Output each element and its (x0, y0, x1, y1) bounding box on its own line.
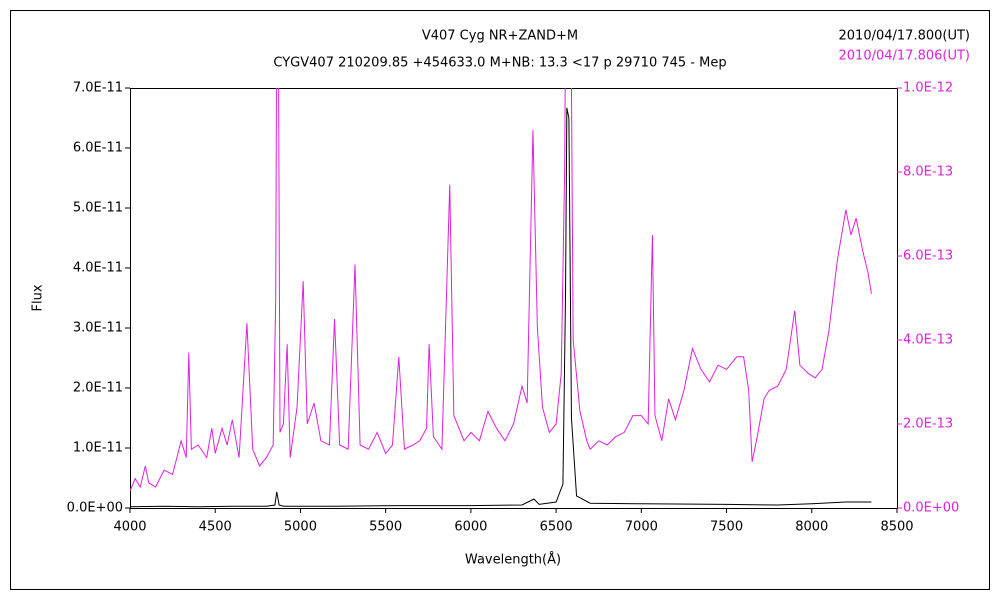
x-tick-label: 5500 (369, 520, 402, 535)
y-tick-label: 6.0E-11 (73, 141, 123, 156)
x-tick-label: 7500 (710, 520, 743, 535)
y-tick-label: 5.0E-11 (73, 201, 123, 216)
spectrum-line (130, 107, 872, 508)
y2-tick-label: 4.0E-13 (903, 333, 953, 348)
legend-entry: 2010/04/17.800(UT) (839, 29, 970, 44)
y-tick-label: 3.0E-11 (73, 321, 123, 336)
y-tick-label: 2.0E-11 (73, 381, 123, 396)
y2-tick-label: 0.0E+00 (903, 501, 959, 516)
x-axis-label: Wavelength(Å) (465, 552, 561, 568)
x-tick-label: 5000 (284, 520, 317, 535)
y-axis-label: Flux (31, 284, 46, 311)
x-tick-label: 6500 (540, 520, 573, 535)
y2-tick-label: 2.0E-13 (903, 417, 953, 432)
chart-subtitle: CYGV407 210209.85 +454633.0 M+NB: 13.3 <… (273, 56, 726, 71)
x-tick-label: 6000 (454, 520, 487, 535)
x-tick-label: 4000 (113, 520, 146, 535)
legend-entry: 2010/04/17.806(UT) (839, 49, 970, 64)
x-tick-label: 4500 (199, 520, 232, 535)
chart-title: V407 Cyg NR+ZAND+M (422, 29, 578, 44)
frame (10, 10, 990, 590)
x-tick-label: 7000 (625, 520, 658, 535)
x-tick-label: 8000 (795, 520, 828, 535)
x-tick-label: 8500 (880, 520, 913, 535)
spectrum-line (130, 88, 872, 492)
y2-tick-label: 6.0E-13 (903, 249, 953, 264)
y2-tick-label: 8.0E-13 (903, 165, 953, 180)
y-tick-label: 4.0E-11 (73, 261, 123, 276)
plot-border (130, 88, 898, 509)
y-tick-label: 7.0E-11 (73, 81, 123, 96)
y-tick-label: 1.0E-11 (73, 441, 123, 456)
y-tick-label: 0.0E+00 (67, 501, 123, 516)
y2-tick-label: 1.0E-12 (903, 81, 953, 96)
